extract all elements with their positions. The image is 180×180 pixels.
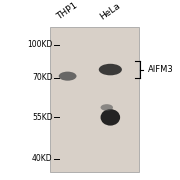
Text: 55KD: 55KD xyxy=(32,113,53,122)
Text: 40KD: 40KD xyxy=(32,154,53,163)
Text: 100KD: 100KD xyxy=(27,40,53,49)
Ellipse shape xyxy=(99,64,122,75)
FancyBboxPatch shape xyxy=(50,27,139,172)
Text: AIFM3: AIFM3 xyxy=(148,65,174,74)
Ellipse shape xyxy=(59,72,76,81)
Ellipse shape xyxy=(101,104,113,111)
Text: THP1: THP1 xyxy=(55,1,80,22)
Text: 70KD: 70KD xyxy=(32,73,53,82)
Ellipse shape xyxy=(101,109,120,126)
Text: HeLa: HeLa xyxy=(98,1,122,22)
